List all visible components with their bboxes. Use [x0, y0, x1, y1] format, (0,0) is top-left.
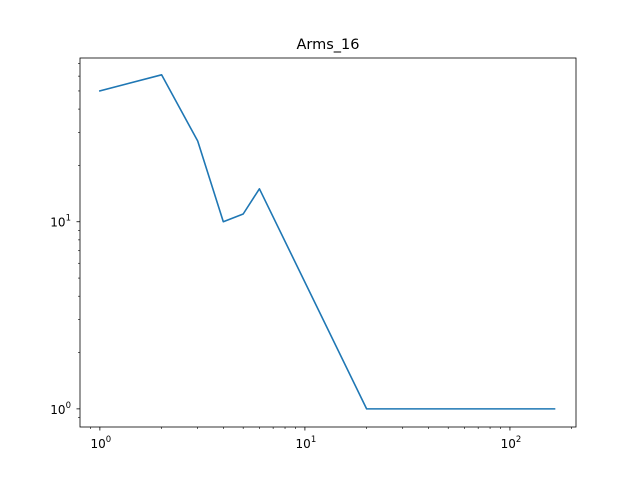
y-tick-label-base: 10 — [50, 216, 65, 230]
series-line-0 — [98, 73, 556, 410]
x-tick-label-exponent: 0 — [106, 435, 111, 445]
y-tick-label-base: 10 — [50, 403, 65, 417]
x-tick-label: 100 — [91, 435, 112, 451]
y-tick-label-exponent: 0 — [66, 401, 71, 411]
x-tick-label-base: 10 — [91, 437, 106, 451]
chart-title: Arms_16 — [296, 37, 359, 53]
x-tick-label-base: 10 — [501, 437, 516, 451]
y-tick-label-exponent: 1 — [66, 214, 71, 224]
x-tick-label-exponent: 1 — [311, 435, 316, 445]
x-tick-label-base: 10 — [296, 437, 311, 451]
y-tick-label: 101 — [50, 214, 71, 230]
y-tick-label: 100 — [50, 401, 71, 417]
axes-frame — [79, 57, 577, 428]
x-tick-label: 102 — [501, 435, 522, 451]
x-tick-label-exponent: 2 — [516, 435, 521, 445]
x-tick-label: 101 — [296, 435, 317, 451]
